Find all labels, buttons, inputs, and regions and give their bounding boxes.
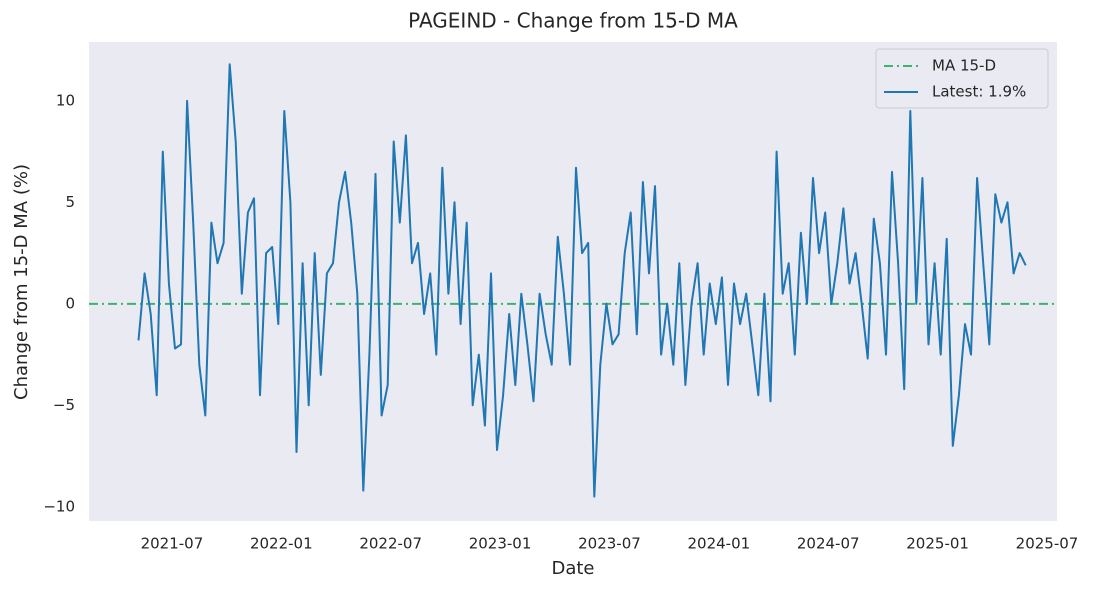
x-tick-label: 2025-01 [906,535,969,553]
x-tick-label: 2021-07 [141,535,204,553]
x-tick-label: 2024-01 [688,535,751,553]
x-tick-label: 2022-01 [250,535,313,553]
y-tick-label: 0 [65,294,75,312]
legend-label: Latest: 1.9% [932,83,1026,101]
x-tick-label: 2025-07 [1016,535,1079,553]
legend-box [875,48,1049,109]
data-line [137,63,1027,498]
x-tick-label: 2023-07 [578,535,641,553]
x-tick-label: 2024-07 [797,535,860,553]
y-tick-label: 5 [65,193,75,211]
x-tick-label: 2022-07 [359,535,422,553]
y-tick-label: 10 [56,91,75,109]
legend-label: MA 15-D [932,57,996,75]
y-tick-label: −10 [43,497,75,515]
chart-title: PAGEIND - Change from 15-D MA [408,9,738,33]
x-tick-label: 2023-01 [469,535,532,553]
x-axis-label: Date [551,558,594,579]
y-tick-label: −5 [53,396,75,414]
y-axis-label: Change from 15-D MA (%) [11,164,32,400]
